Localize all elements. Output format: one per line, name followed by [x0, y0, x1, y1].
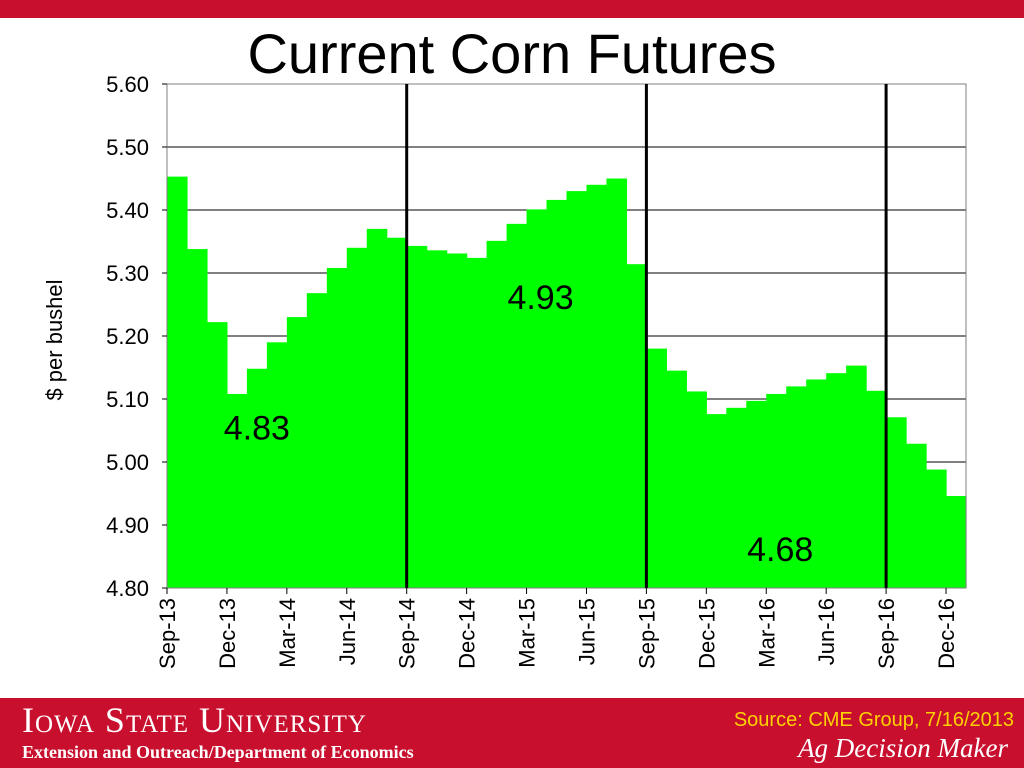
- bar: [566, 191, 588, 588]
- bar: [806, 379, 827, 588]
- slide-title: Current Corn Futures: [247, 22, 777, 85]
- average-price-label: 4.93: [507, 279, 573, 317]
- bar: [866, 390, 887, 588]
- bar: [167, 176, 188, 589]
- department-name: Extension and Outreach/Department of Eco…: [22, 742, 414, 762]
- x-tick-label: Jun-14: [335, 598, 360, 665]
- bar: [526, 209, 548, 588]
- bar: [326, 267, 348, 588]
- bar: [426, 250, 448, 588]
- bar: [186, 249, 208, 588]
- bar: [626, 264, 647, 588]
- bar: [226, 393, 248, 588]
- bar: [366, 228, 388, 588]
- x-tick-label: Jun-15: [574, 598, 599, 665]
- y-tick-label: 5.00: [106, 450, 149, 475]
- x-tick-label: Sep-16: [874, 598, 899, 669]
- average-price-label: 4.83: [224, 409, 290, 447]
- bar: [926, 469, 947, 588]
- bar: [786, 386, 807, 588]
- y-tick-label: 5.30: [106, 261, 149, 286]
- x-tick-label: Dec-13: [215, 598, 240, 669]
- bar: [506, 223, 528, 589]
- bar: [646, 348, 667, 588]
- bar: [206, 322, 228, 588]
- bar: [306, 293, 328, 588]
- bar: [286, 317, 308, 588]
- y-tick-label: 5.10: [106, 387, 149, 412]
- bar: [386, 237, 408, 588]
- bar: [686, 391, 707, 588]
- bar: [586, 184, 608, 589]
- bar: [846, 365, 867, 588]
- bar: [826, 373, 847, 588]
- bar: [266, 342, 288, 588]
- y-axis-label: $ per bushel: [42, 279, 67, 400]
- university-name: Iowa State University: [22, 700, 367, 740]
- brand-name: Ag Decision Maker: [798, 733, 1008, 763]
- y-tick-label: 5.50: [106, 135, 149, 160]
- corn-futures-chart: 4.80 4.90 5.00 5.10 5.20 5.30 5.40 5.50 5.60 $ pe…: [42, 72, 967, 669]
- source-note: Source: CME Group, 7/16/2013: [733, 709, 1014, 731]
- y-tick-label: 5.40: [106, 198, 149, 223]
- y-tick-label: 5.20: [106, 324, 149, 349]
- average-price-label: 4.68: [747, 531, 813, 569]
- bar: [406, 245, 428, 588]
- bar: [446, 253, 468, 588]
- bar: [346, 247, 368, 589]
- y-tick-label: 4.90: [106, 513, 149, 538]
- x-tick-label: Sep-13: [155, 598, 180, 669]
- bar: [906, 443, 927, 588]
- bar: [766, 393, 787, 588]
- x-tick-label: Mar-14: [275, 598, 300, 668]
- bar: [606, 178, 628, 588]
- bar: [886, 417, 907, 588]
- bar: [246, 368, 268, 588]
- top-accent-bar: [0, 0, 1024, 18]
- bar: [546, 199, 568, 589]
- y-tick-label: 5.60: [106, 72, 149, 97]
- x-tick-label: Dec-16: [934, 598, 959, 669]
- x-tick-label: Dec-15: [694, 598, 719, 669]
- y-tick-label: 4.80: [106, 576, 149, 601]
- bar: [466, 257, 488, 588]
- bar: [666, 370, 687, 588]
- x-tick-label: Sep-14: [395, 598, 420, 669]
- bar: [946, 496, 967, 588]
- bar: [726, 407, 747, 588]
- x-tick-label: Sep-15: [634, 598, 659, 669]
- x-tick-label: Jun-16: [814, 598, 839, 665]
- bar: [486, 240, 508, 588]
- x-tick-label: Dec-14: [455, 598, 480, 669]
- x-tick-label: Mar-16: [754, 598, 779, 668]
- bar: [746, 400, 767, 588]
- footer-bar: [0, 698, 1024, 768]
- x-tick-label: Mar-15: [515, 598, 540, 668]
- bar: [706, 414, 727, 588]
